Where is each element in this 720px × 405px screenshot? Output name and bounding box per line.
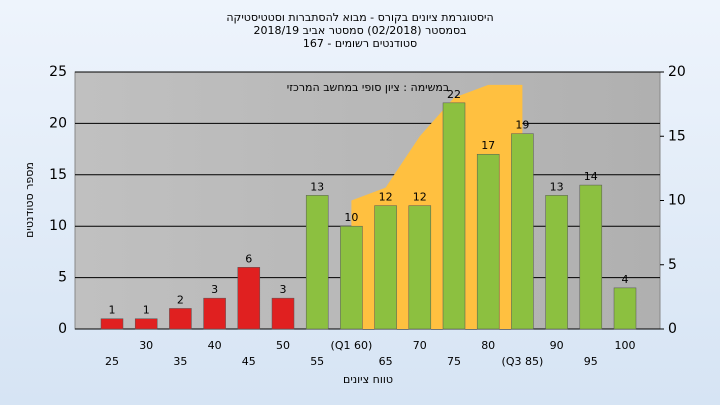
y2-tick-label: 0 bbox=[668, 321, 677, 337]
bar bbox=[545, 195, 568, 330]
value-label: 13 bbox=[550, 180, 564, 193]
x-tick-label: (Q3 85) bbox=[502, 355, 544, 368]
x-tick-label: 30 bbox=[139, 339, 153, 352]
y-tick-label: 15 bbox=[49, 167, 67, 183]
value-label: 1 bbox=[143, 304, 150, 317]
value-label: 14 bbox=[584, 170, 598, 183]
x-tick-label: 75 bbox=[447, 355, 461, 368]
y-axis-label: מספר סטודנטים bbox=[23, 162, 36, 238]
bar bbox=[305, 195, 329, 330]
y2-tick-label: 5 bbox=[668, 257, 677, 273]
chart-title: היסטוגרמת ציונים בקורס - מבוא להסתברות ו… bbox=[226, 11, 493, 24]
value-label: 17 bbox=[481, 139, 495, 152]
y-tick-label: 0 bbox=[58, 321, 67, 337]
bar bbox=[442, 102, 466, 330]
y-tick-label: 10 bbox=[49, 218, 67, 234]
x-tick-label: 65 bbox=[379, 355, 393, 368]
x-tick-label: 35 bbox=[173, 355, 187, 368]
x-tick-label: 95 bbox=[584, 355, 598, 368]
y2-tick-label: 15 bbox=[668, 128, 686, 144]
y-tick-label: 25 bbox=[49, 64, 67, 80]
bar bbox=[271, 297, 295, 330]
y-tick-label: 5 bbox=[58, 270, 67, 286]
y2-tick-label: 20 bbox=[668, 64, 686, 80]
bar bbox=[511, 133, 534, 330]
bar bbox=[579, 184, 603, 330]
bar bbox=[374, 205, 397, 330]
value-label: 6 bbox=[245, 252, 252, 265]
value-label: 12 bbox=[379, 191, 393, 204]
annotation: במשימה : ציון סופי במחשב המרכזי bbox=[287, 81, 450, 94]
y-tick-label: 20 bbox=[49, 115, 67, 131]
x-tick-label: 70 bbox=[413, 339, 427, 352]
value-label: 4 bbox=[622, 273, 629, 286]
x-tick-label: 100 bbox=[615, 339, 636, 352]
bar bbox=[169, 308, 192, 330]
y2-tick-label: 10 bbox=[668, 193, 686, 209]
x-tick-label: 50 bbox=[276, 339, 290, 352]
x-tick-label: 25 bbox=[105, 355, 119, 368]
chart-subtitle: סטודנטים רשומים - 167 bbox=[303, 37, 417, 50]
value-label: 3 bbox=[280, 283, 287, 296]
bar bbox=[237, 267, 261, 330]
value-label: 1 bbox=[109, 304, 116, 317]
bar bbox=[476, 153, 500, 330]
bar bbox=[408, 205, 432, 330]
bar bbox=[134, 318, 158, 330]
value-label: 12 bbox=[413, 191, 427, 204]
value-label: 19 bbox=[515, 119, 529, 132]
x-tick-label: (Q1 60) bbox=[331, 339, 373, 352]
x-tick-label: 45 bbox=[242, 355, 256, 368]
bar bbox=[100, 318, 124, 330]
value-label: 10 bbox=[344, 211, 358, 224]
x-axis-label: טווח ציונים bbox=[343, 373, 393, 386]
x-tick-label: 55 bbox=[310, 355, 324, 368]
bar bbox=[203, 297, 226, 330]
x-tick-label: 90 bbox=[550, 339, 564, 352]
x-tick-label: 40 bbox=[208, 339, 222, 352]
value-label: 13 bbox=[310, 180, 324, 193]
bar bbox=[613, 287, 637, 330]
bar bbox=[340, 225, 363, 330]
value-label: 2 bbox=[177, 293, 184, 306]
x-tick-label: 80 bbox=[481, 339, 495, 352]
value-label: 22 bbox=[447, 88, 461, 101]
value-label: 3 bbox=[211, 283, 218, 296]
chart-subtitle: בסמסטר (02/2018) סמסטר אביב 2018/19 bbox=[253, 24, 466, 37]
